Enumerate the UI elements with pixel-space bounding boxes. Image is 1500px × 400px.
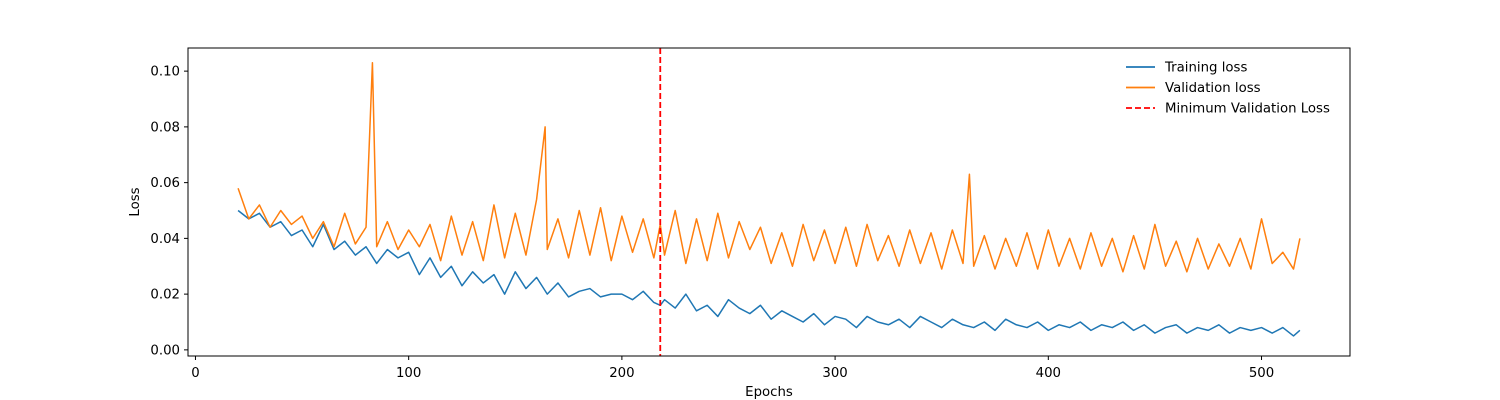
- legend-label: Minimum Validation Loss: [1165, 102, 1330, 117]
- series-line: [237, 209, 1301, 337]
- series-line: [237, 62, 1301, 273]
- series-training-loss: [237, 209, 1301, 337]
- legend-item-training-loss: Training loss: [1126, 61, 1247, 76]
- series-validation-loss: [237, 62, 1301, 273]
- y-tick-label: 0.10: [150, 65, 180, 80]
- plot-frame: [187, 47, 1351, 357]
- y-axis: 0.00 0.02 0.04 0.06 0.08 0.10: [150, 65, 188, 358]
- y-tick-label: 0.06: [150, 176, 180, 191]
- x-tick-label: 400: [1036, 366, 1061, 381]
- x-axis: 0 100 200 300 400 500: [191, 356, 1274, 381]
- x-tick-label: 100: [396, 366, 421, 381]
- y-axis-label: Loss: [128, 187, 143, 216]
- legend: Training loss Validation loss Minimum Vali…: [1115, 54, 1345, 120]
- y-tick-label: 0.00: [150, 343, 180, 358]
- y-tick-label: 0.02: [150, 288, 180, 303]
- x-tick-label: 500: [1249, 366, 1274, 381]
- series-layer: [237, 48, 1301, 356]
- legend-item-validation-loss: Validation loss: [1126, 81, 1261, 96]
- x-axis-label: Epochs: [745, 385, 793, 400]
- y-tick-label: 0.04: [150, 232, 180, 247]
- x-tick-label: 200: [609, 366, 634, 381]
- legend-item-min-validation-loss: Minimum Validation Loss: [1126, 102, 1330, 117]
- legend-label: Training loss: [1164, 61, 1247, 76]
- x-tick-label: 300: [822, 366, 847, 381]
- y-tick-label: 0.08: [150, 120, 180, 135]
- legend-label: Validation loss: [1165, 81, 1261, 96]
- x-tick-label: 0: [191, 366, 199, 381]
